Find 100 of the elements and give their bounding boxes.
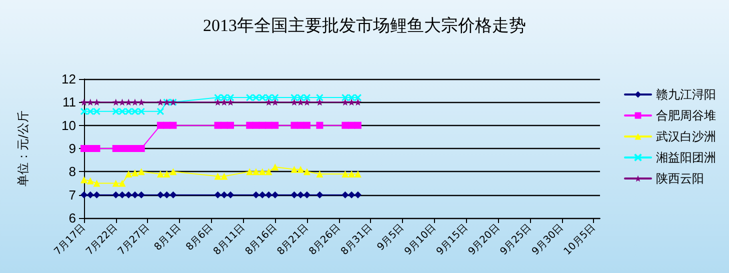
point <box>246 94 254 102</box>
point <box>163 191 170 198</box>
point <box>220 94 228 102</box>
point <box>316 122 324 129</box>
point <box>272 164 279 171</box>
point <box>227 191 234 198</box>
point <box>264 94 272 102</box>
point <box>290 166 298 173</box>
point <box>86 191 94 198</box>
point <box>125 145 132 152</box>
point <box>138 98 145 106</box>
point <box>112 191 120 198</box>
point <box>297 98 304 106</box>
point <box>354 122 362 129</box>
point <box>258 94 266 102</box>
point <box>316 170 324 178</box>
y-tick-label: 11 <box>62 94 76 110</box>
point <box>316 94 324 102</box>
point <box>348 98 356 106</box>
point <box>290 94 298 102</box>
point <box>220 191 228 198</box>
point <box>258 191 266 198</box>
point <box>252 94 260 102</box>
point <box>348 191 356 198</box>
point <box>220 172 228 180</box>
point <box>156 108 164 116</box>
point <box>138 191 145 198</box>
point <box>92 108 100 116</box>
point <box>125 170 132 178</box>
point <box>124 108 132 116</box>
point <box>354 98 362 106</box>
point <box>118 98 126 106</box>
point <box>86 98 94 106</box>
point <box>86 177 94 184</box>
point <box>112 180 120 187</box>
point <box>303 191 310 198</box>
point <box>227 122 234 129</box>
point <box>297 122 304 129</box>
point <box>118 108 126 116</box>
point <box>112 108 120 116</box>
point <box>252 191 260 198</box>
point <box>341 94 349 102</box>
point <box>303 94 311 102</box>
legend-label: 赣九江浔阳 <box>656 88 716 102</box>
point <box>271 94 279 102</box>
point <box>246 122 254 129</box>
point <box>246 168 254 176</box>
point <box>303 122 310 129</box>
legend-label: 合肥周谷堆 <box>656 108 716 122</box>
point <box>131 145 138 152</box>
point <box>265 122 272 129</box>
point <box>131 169 138 176</box>
point <box>272 98 279 106</box>
point <box>342 191 349 198</box>
point <box>265 191 272 198</box>
point <box>342 170 349 178</box>
legend-label: 湘益阳团洲 <box>656 150 716 164</box>
y-tick-label: 8 <box>68 164 76 180</box>
point <box>170 191 177 198</box>
point <box>303 168 310 176</box>
x-tick-label: 10月5日 <box>562 222 598 258</box>
point <box>226 94 234 102</box>
point <box>303 98 310 106</box>
y-axis-title: 单位：元/公斤 <box>16 110 30 187</box>
point <box>296 94 304 102</box>
point <box>290 122 298 129</box>
point <box>316 191 324 198</box>
point <box>214 172 222 180</box>
point <box>93 98 100 106</box>
y-tick-label: 9 <box>68 141 76 156</box>
point <box>220 98 228 106</box>
point <box>138 108 146 116</box>
point <box>138 168 145 176</box>
point <box>348 170 356 178</box>
point <box>93 145 100 152</box>
point <box>156 170 164 178</box>
point <box>118 145 126 152</box>
point <box>290 98 298 106</box>
point <box>220 122 228 129</box>
point <box>93 180 100 187</box>
point <box>156 122 164 129</box>
point <box>125 191 132 198</box>
point <box>170 122 177 129</box>
point <box>354 94 362 102</box>
point <box>170 168 177 176</box>
point <box>93 191 100 198</box>
point <box>112 98 120 106</box>
legend-label: 陕西云阳 <box>656 172 704 186</box>
point <box>156 191 164 198</box>
chart-title: 2013年全国主要批发市场鲤鱼大宗价格走势 <box>203 16 526 35</box>
point <box>214 94 222 102</box>
point <box>290 191 298 198</box>
x-tick-label: 8月31日 <box>339 222 375 258</box>
legend-label: 武汉白沙洲 <box>656 130 716 144</box>
point <box>125 98 132 106</box>
point <box>316 98 324 106</box>
point <box>348 122 356 129</box>
point <box>297 191 304 198</box>
point <box>265 98 272 106</box>
point <box>354 191 362 198</box>
